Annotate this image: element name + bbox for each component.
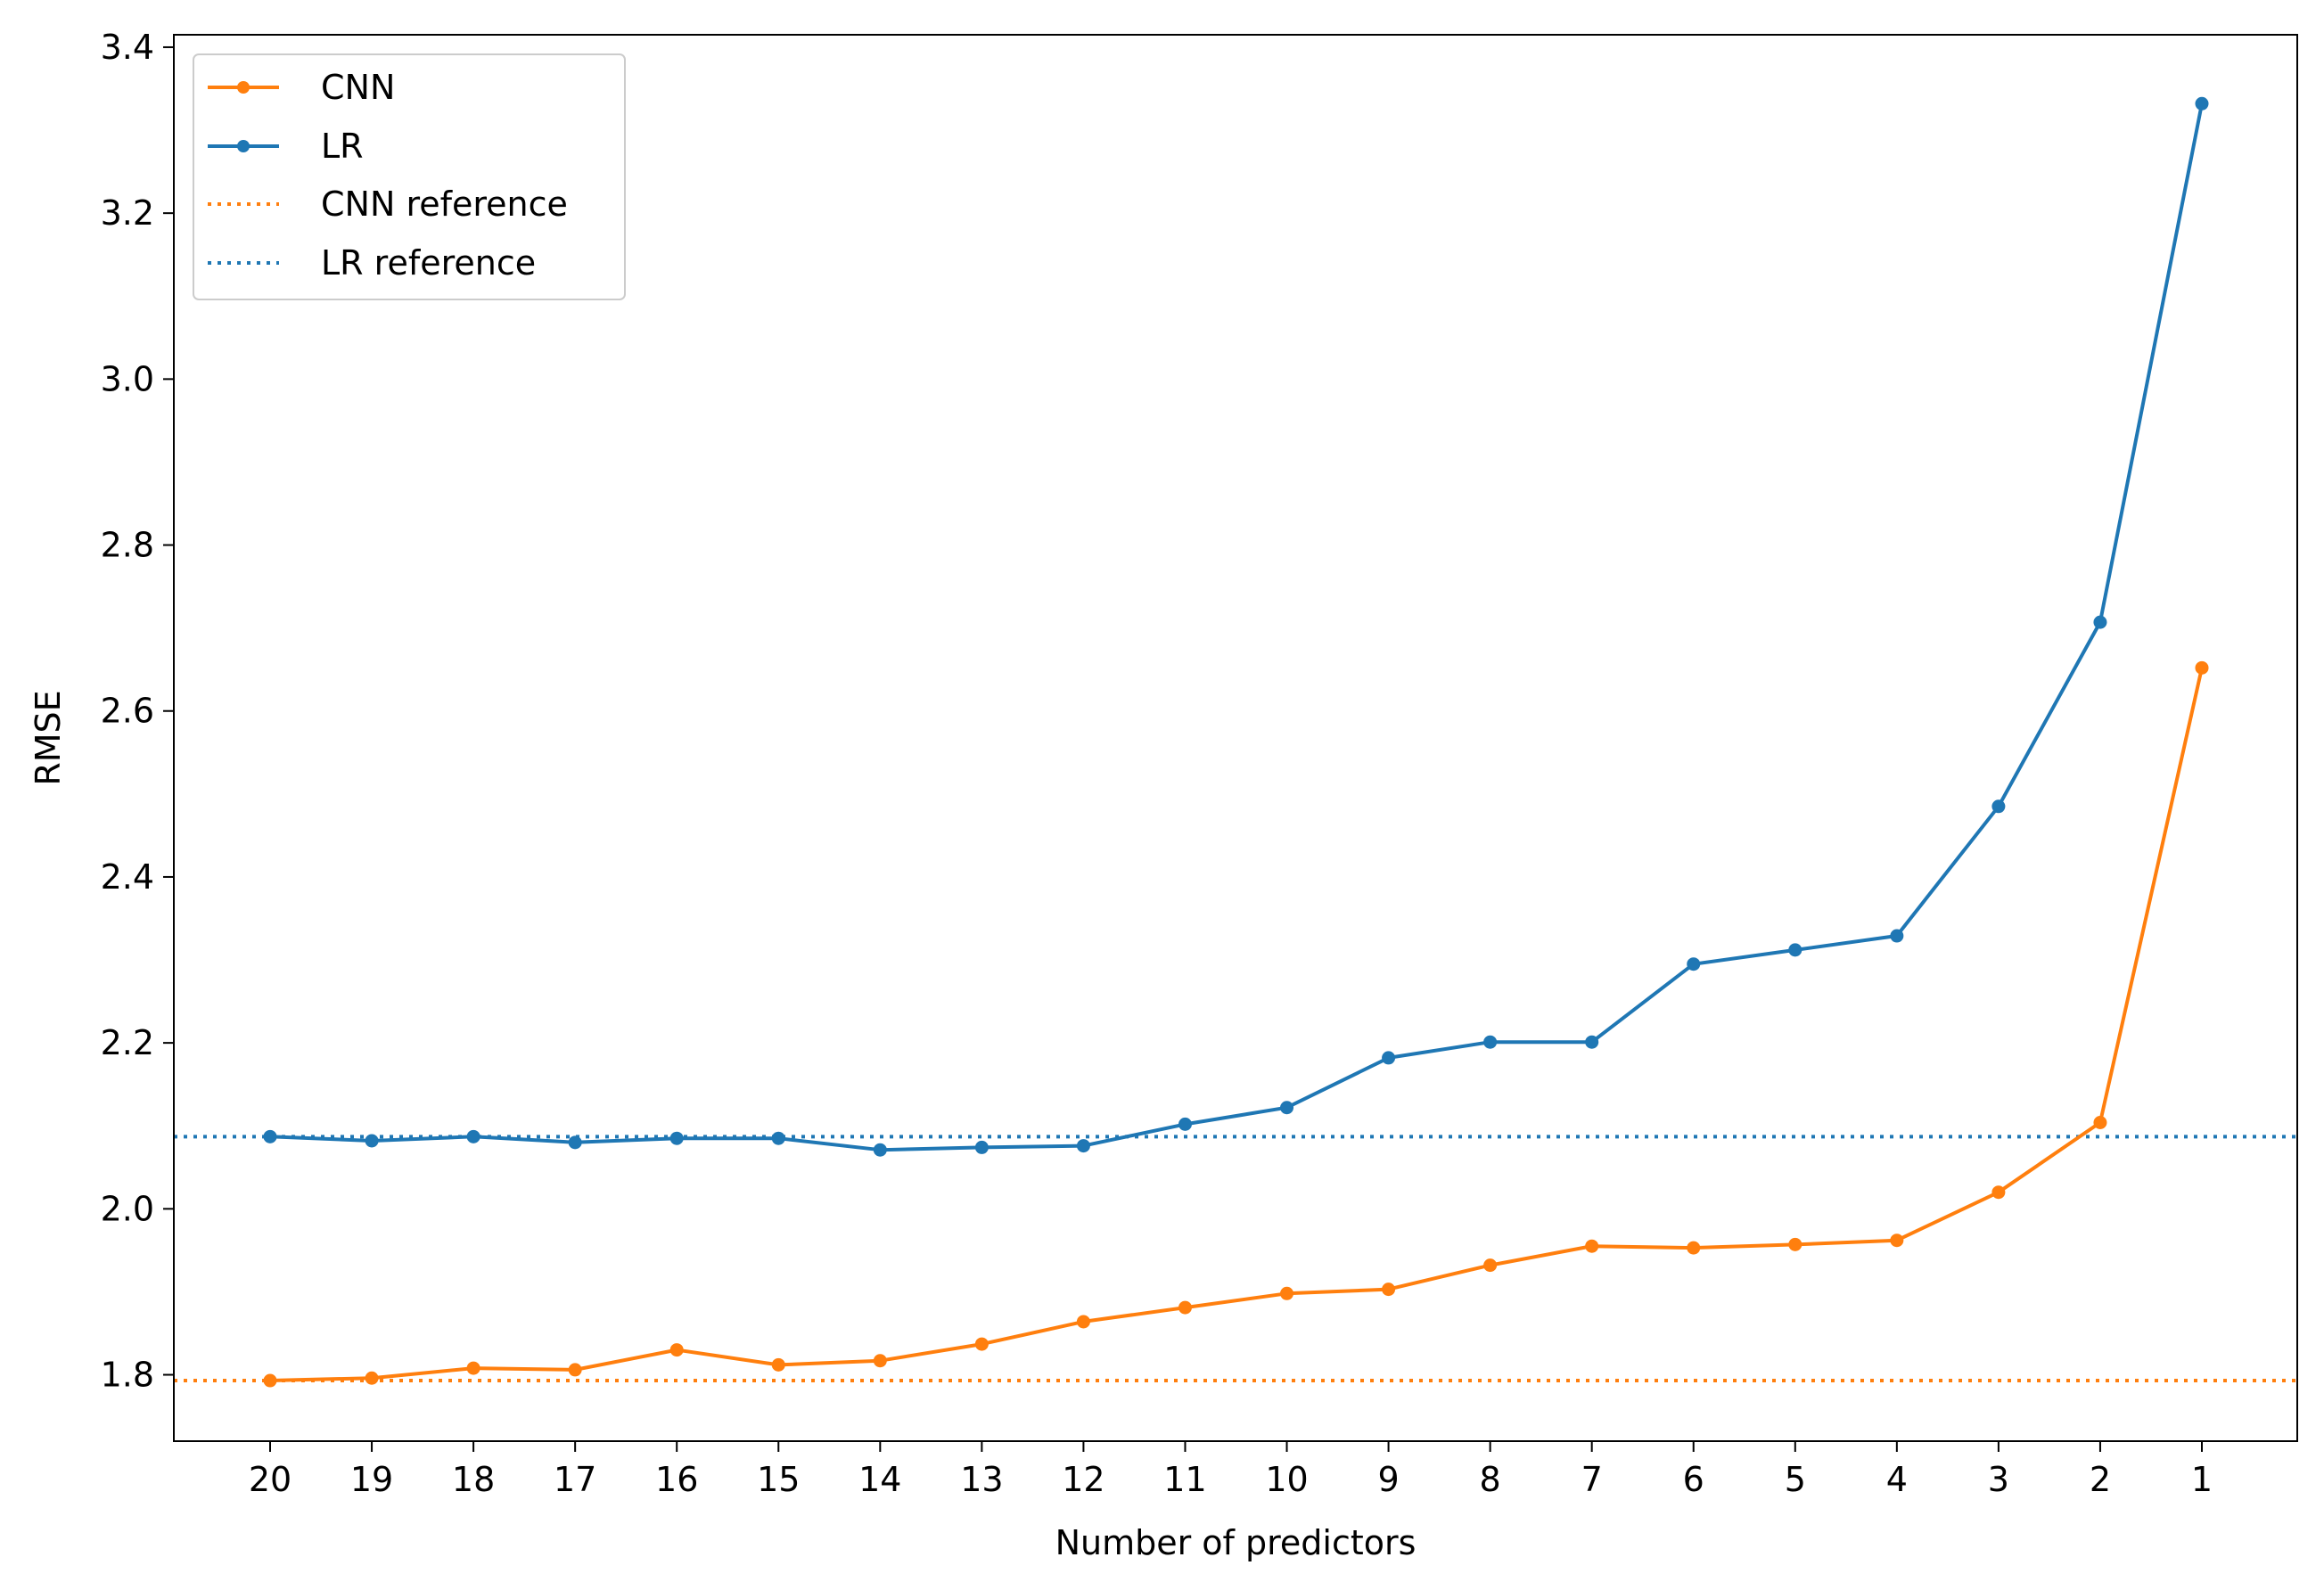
data-point-lr: [1483, 1035, 1498, 1049]
y-tick-label: 2.0: [101, 1189, 154, 1228]
y-axis-label: RMSE: [29, 690, 68, 785]
data-point-lr: [263, 1129, 277, 1143]
data-point-cnn: [1890, 1233, 1904, 1248]
data-point-lr: [873, 1143, 887, 1157]
data-point-lr: [365, 1134, 379, 1148]
x-tick-label: 1: [2191, 1460, 2213, 1499]
data-point-cnn: [568, 1363, 582, 1377]
legend-label-lr: LR: [321, 127, 364, 166]
legend: CNN LR CNN reference LR reference: [193, 53, 626, 300]
legend-marker-lr: [237, 140, 250, 152]
x-tick-label: 19: [350, 1460, 393, 1499]
data-point-cnn: [2195, 660, 2209, 675]
data-point-lr: [669, 1131, 684, 1145]
legend-marker-cnn: [237, 81, 250, 94]
data-point-lr: [1687, 957, 1701, 971]
data-point-lr: [466, 1129, 480, 1143]
data-point-lr: [771, 1131, 785, 1145]
legend-label-cnn: CNN: [321, 68, 395, 107]
data-point-cnn: [1991, 1185, 2006, 1200]
data-point-lr: [1382, 1051, 1396, 1065]
data-point-lr: [1178, 1117, 1192, 1131]
reference-lines: [174, 1135, 2297, 1383]
data-point-lr: [1585, 1035, 1599, 1049]
data-point-cnn: [2093, 1116, 2107, 1130]
data-point-lr: [1076, 1139, 1090, 1153]
x-tick-label: 18: [452, 1460, 495, 1499]
data-point-lr: [1890, 929, 1904, 943]
data-point-lr: [2093, 615, 2107, 629]
x-axis-label: Number of predictors: [1055, 1523, 1417, 1562]
data-point-cnn: [771, 1357, 785, 1372]
legend-label-lr-reference: LR reference: [321, 243, 536, 283]
x-tick-label: 7: [1581, 1460, 1603, 1499]
x-tick-label: 5: [1785, 1460, 1806, 1499]
data-point-cnn: [1687, 1241, 1701, 1255]
data-point-cnn: [1280, 1286, 1294, 1300]
x-tick-label: 14: [858, 1460, 901, 1499]
data-point-cnn: [1178, 1300, 1192, 1315]
y-tick-label: 2.8: [101, 526, 154, 565]
data-point-cnn: [1382, 1283, 1396, 1297]
y-tick-label: 2.4: [101, 857, 154, 897]
x-tick-label: 3: [1988, 1460, 2009, 1499]
x-tick-label: 9: [1377, 1460, 1399, 1499]
series-lines: [269, 102, 2204, 1382]
series-line-cnn: [269, 667, 2204, 1382]
data-point-lr: [1788, 943, 1803, 957]
x-tick-label: 10: [1265, 1460, 1308, 1499]
x-tick-label: 17: [554, 1460, 596, 1499]
legend-label-cnn-reference: CNN reference: [321, 184, 568, 224]
data-point-lr: [974, 1140, 989, 1154]
y-tick-label: 1.8: [101, 1356, 154, 1395]
x-tick-label: 13: [960, 1460, 1003, 1499]
series-points: [263, 96, 2209, 1388]
x-tick-label: 15: [757, 1460, 800, 1499]
y-tick-label: 3.0: [101, 359, 154, 398]
series-line-lr: [269, 102, 2204, 1152]
x-tick-label: 11: [1163, 1460, 1206, 1499]
data-point-cnn: [1483, 1258, 1498, 1273]
y-axis-ticks: 1.8 2.0 2.2 2.4 2.6 2.8 3.0 3.2 3.4: [101, 28, 174, 1395]
x-tick-label: 20: [249, 1460, 292, 1499]
data-point-cnn: [1788, 1237, 1803, 1251]
data-point-cnn: [974, 1337, 989, 1351]
data-point-cnn: [263, 1373, 277, 1388]
x-tick-label: 2: [2090, 1460, 2111, 1499]
data-point-lr: [1280, 1101, 1294, 1115]
y-tick-label: 2.2: [101, 1023, 154, 1062]
x-axis-ticks: 20 19 18 17 16 15 14 13 12 11 10 9 8 7 6 5 4 3 2 1: [249, 1441, 2213, 1499]
plot-frame: [173, 34, 2298, 1442]
data-point-cnn: [1076, 1315, 1090, 1329]
legend-box: [193, 53, 626, 300]
data-point-lr: [1991, 799, 2006, 814]
data-point-lr: [2195, 96, 2209, 111]
data-point-cnn: [466, 1361, 480, 1375]
y-tick-label: 3.2: [101, 193, 154, 233]
x-tick-label: 6: [1683, 1460, 1704, 1499]
x-tick-label: 12: [1062, 1460, 1105, 1499]
data-point-lr: [568, 1135, 582, 1150]
data-point-cnn: [365, 1371, 379, 1385]
x-tick-label: 16: [655, 1460, 698, 1499]
data-point-cnn: [1585, 1239, 1599, 1253]
y-tick-label: 2.6: [101, 692, 154, 731]
data-point-cnn: [669, 1343, 684, 1357]
data-point-cnn: [873, 1354, 887, 1368]
x-tick-label: 8: [1480, 1460, 1501, 1499]
x-tick-label: 4: [1886, 1460, 1908, 1499]
y-tick-label: 3.4: [101, 28, 154, 67]
